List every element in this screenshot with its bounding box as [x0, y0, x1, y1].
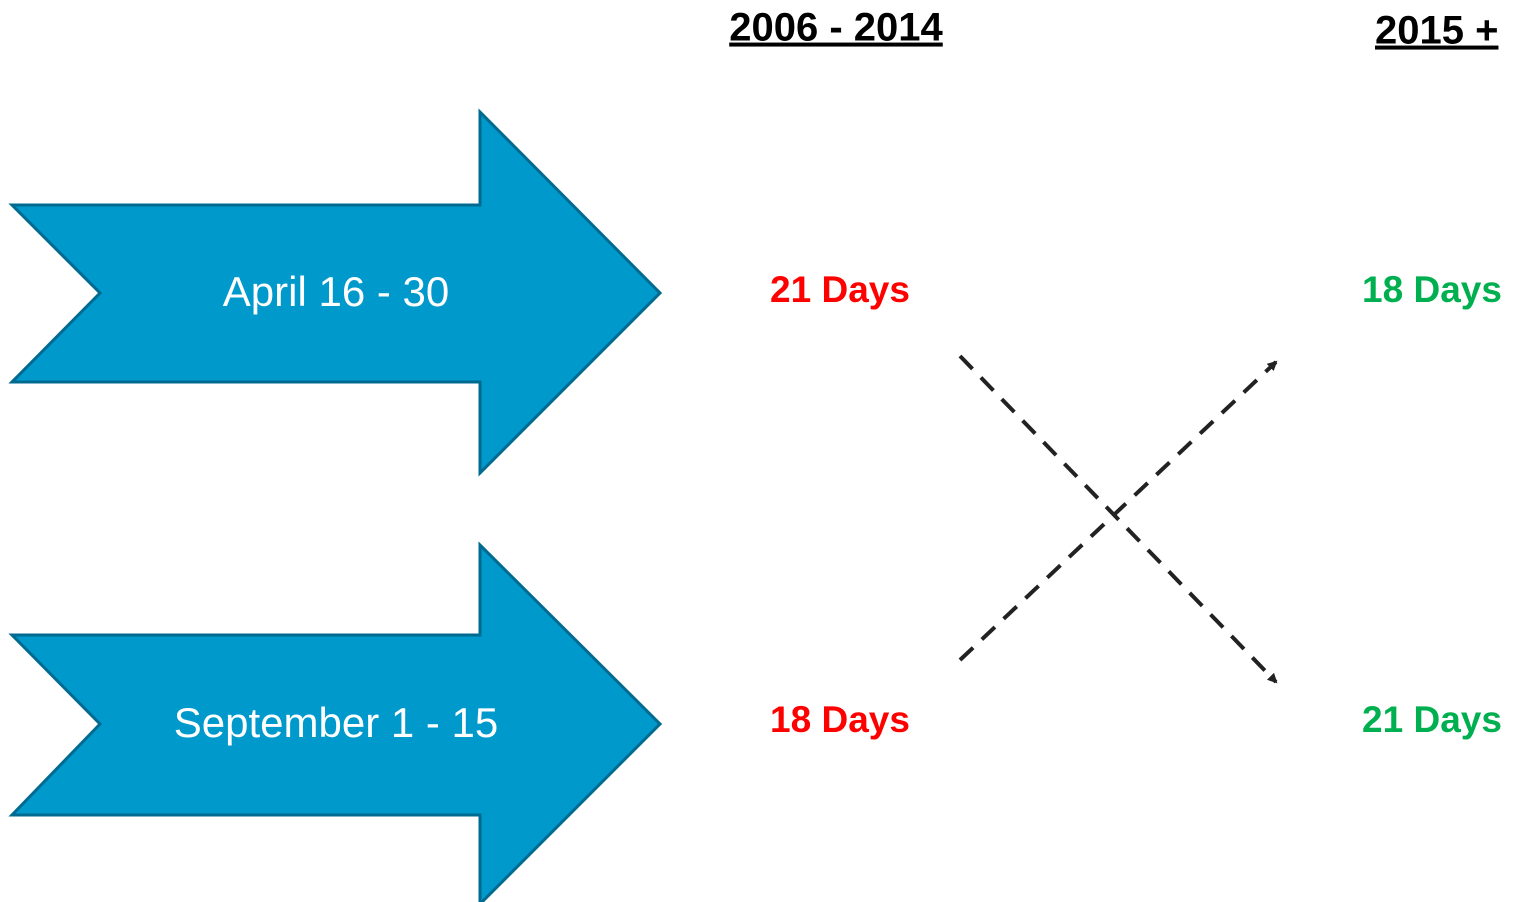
header: 2015 + [1375, 9, 1498, 53]
swap-arrow [958, 360, 1278, 662]
swap-arrow [958, 354, 1278, 684]
days-after: 18 Days [1362, 269, 1502, 310]
period-label: April 16 - 30 [223, 268, 449, 315]
days-before: 21 Days [770, 269, 910, 310]
header: 2006 - 2014 [729, 6, 943, 50]
days-after: 21 Days [1362, 699, 1502, 740]
period-label: September 1 - 15 [174, 699, 499, 746]
days-before: 18 Days [770, 699, 910, 740]
period-arrow [8, 108, 663, 477]
period-arrow [8, 541, 663, 902]
